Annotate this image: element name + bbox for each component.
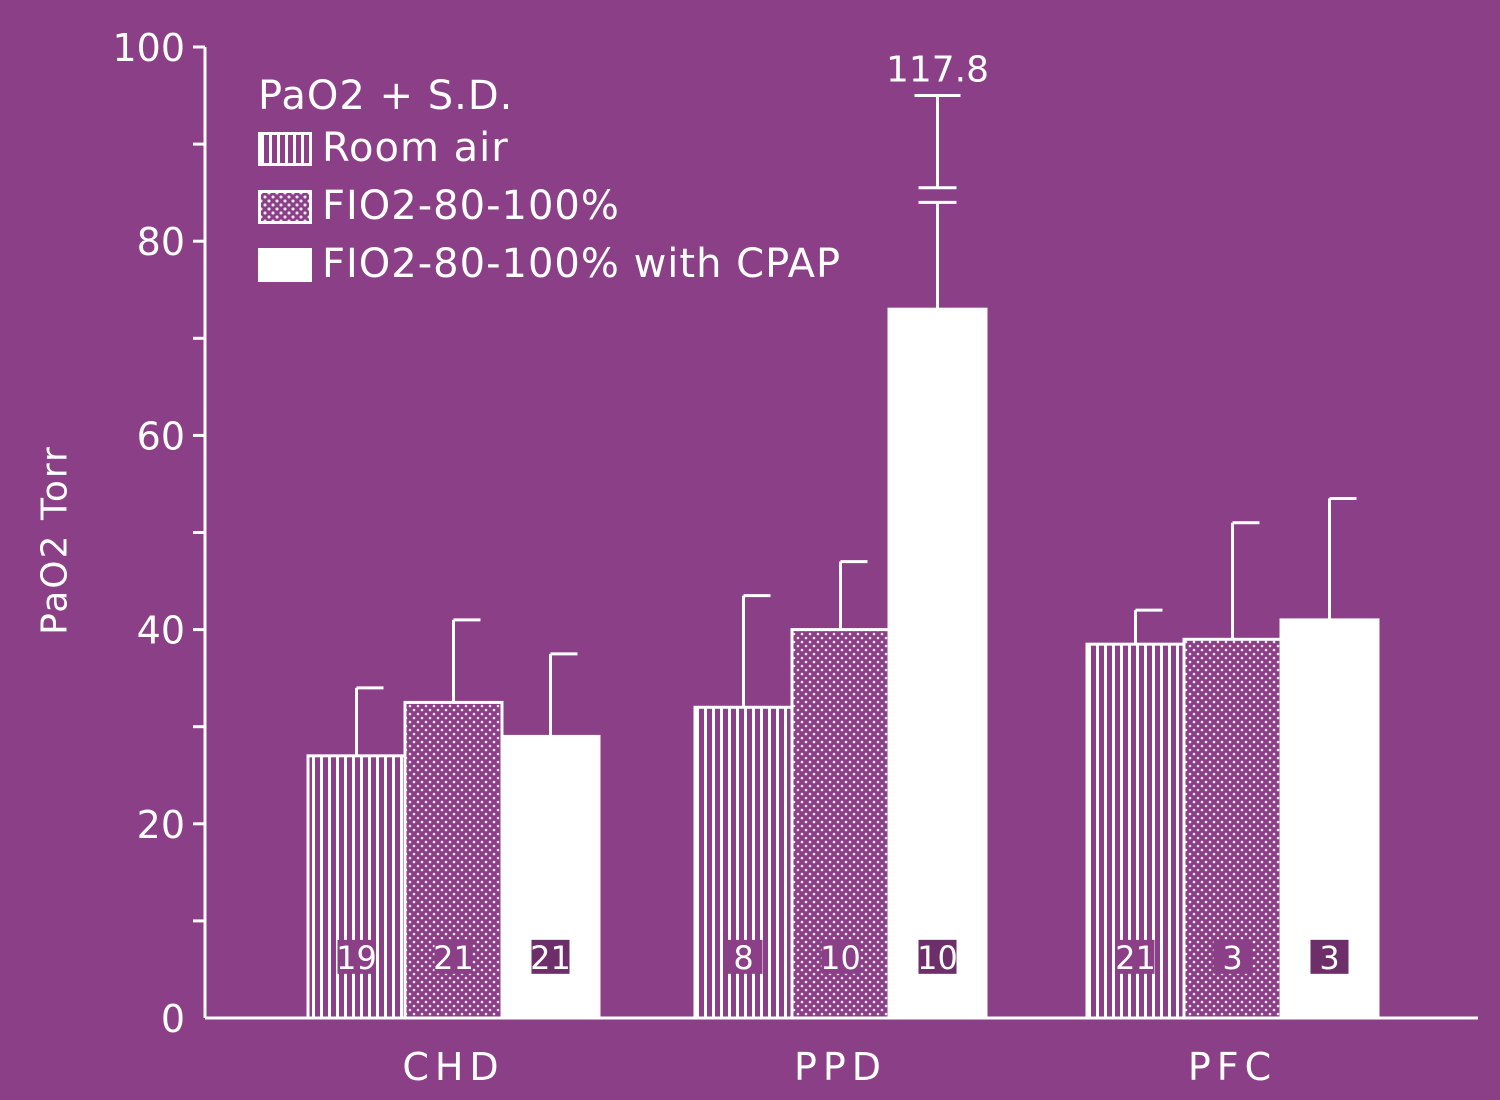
bar <box>887 307 988 1020</box>
n-label-box <box>724 939 763 974</box>
n-label-box <box>434 939 473 974</box>
legend-swatch-crosshatch <box>258 190 312 224</box>
n-label: 3 <box>1319 939 1339 977</box>
n-label-box <box>918 939 957 974</box>
n-label: 21 <box>530 939 571 977</box>
n-label: 21 <box>1115 939 1156 977</box>
legend-label: Room air <box>322 125 509 171</box>
n-label: 10 <box>820 939 861 977</box>
axes: 0 20 40 60 80 100 CHD PPD PFC <box>112 26 1478 1089</box>
legend-item-fio2-cpap: FIO2-80-100% with CPAP <box>258 242 840 286</box>
legend-title: PaO2 + S.D. <box>258 73 514 119</box>
n-label: 3 <box>1222 939 1242 977</box>
error-annotation: 117.8 <box>886 50 989 91</box>
y-tick-label: 20 <box>137 803 185 847</box>
n-label: 19 <box>336 939 377 977</box>
axis-break-gap <box>931 188 944 202</box>
x-category-label: CHD <box>402 1045 504 1089</box>
n-label-box <box>821 939 860 974</box>
y-tick-label: 40 <box>137 609 185 653</box>
n-label-box <box>1116 939 1155 974</box>
n-label-box <box>531 939 570 974</box>
bar <box>306 754 407 1020</box>
n-label: 21 <box>433 939 474 977</box>
legend-item-fio2: FIO2-80-100% <box>258 184 619 228</box>
x-category-label: PPD <box>794 1045 887 1089</box>
annotations-layer: 19 21 21 8 10 117.8 10 21 3 3 <box>336 50 1349 977</box>
x-category-label: PFC <box>1188 1045 1277 1089</box>
n-label-box <box>1213 939 1252 974</box>
y-tick-label: 0 <box>161 997 185 1041</box>
n-label-box <box>1310 939 1349 974</box>
y-tick-label: 60 <box>137 414 185 458</box>
legend-item-room-air: Room air <box>258 126 513 170</box>
legend-swatch-vertical-stripes <box>258 132 312 166</box>
n-label-box <box>337 939 376 974</box>
n-label: 8 <box>733 939 753 977</box>
legend: PaO2 + S.D. Room air FIO2-80-100% FIO2-8… <box>258 73 840 300</box>
y-tick-label: 80 <box>137 220 185 264</box>
legend-label: FIO2-80-100% <box>322 183 620 229</box>
n-label: 10 <box>917 939 958 977</box>
legend-label: FIO2-80-100% with CPAP <box>322 241 842 287</box>
y-axis-label: PaO2 Torr <box>34 445 76 635</box>
legend-swatch-solid-white <box>258 248 312 282</box>
y-tick-label: 100 <box>112 26 185 70</box>
bars-layer <box>306 94 1380 1020</box>
